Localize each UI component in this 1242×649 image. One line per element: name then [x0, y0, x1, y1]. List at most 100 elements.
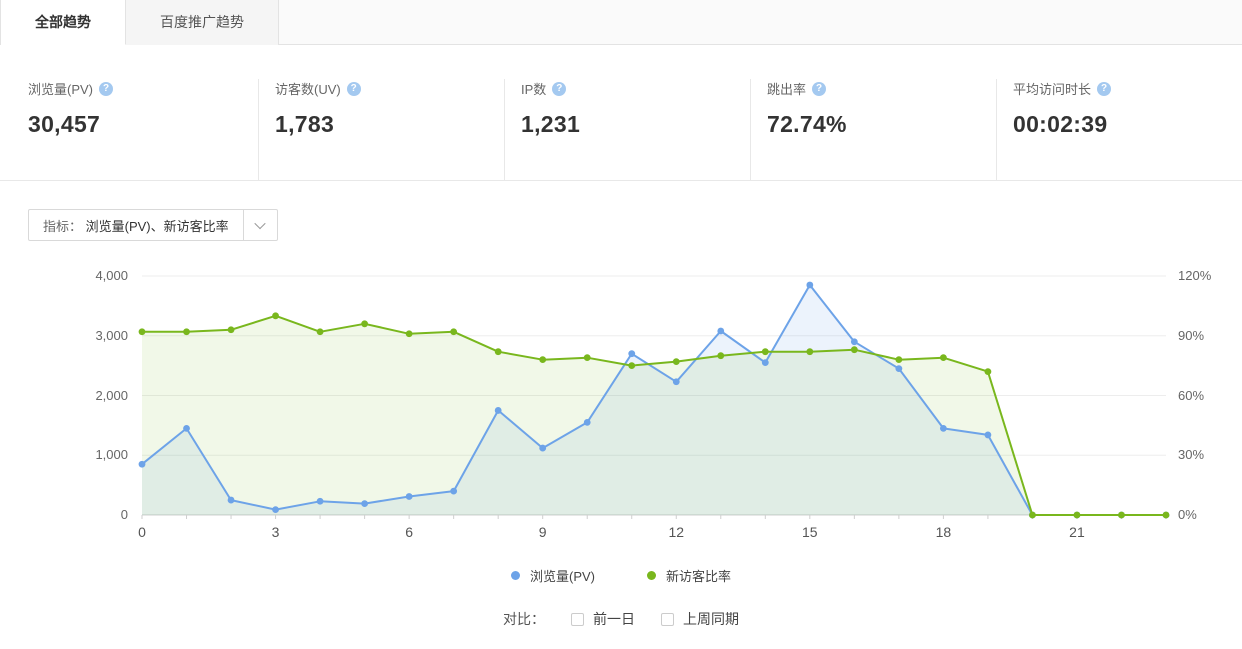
- legend-label: 新访客比率: [666, 568, 732, 584]
- pv-data-point: [138, 460, 146, 468]
- pv-data-point: [450, 487, 458, 495]
- stat-value: 72.74%: [766, 111, 847, 137]
- ratio-data-point: [316, 328, 324, 336]
- ratio-data-point: [539, 356, 547, 364]
- stat-card-bounce-rate: 跳出率? 72.74%: [749, 79, 996, 180]
- stat-label: IP数: [520, 82, 547, 97]
- compare-row: 对比： 前一日 上周同期: [0, 609, 1242, 629]
- metric-selector-value: 浏览量(PV)、新访客比率: [85, 218, 229, 234]
- ratio-data-point: [939, 354, 947, 362]
- pv-area-fill: [142, 285, 1166, 515]
- help-icon[interactable]: ?: [1097, 81, 1111, 96]
- ratio-data-point: [272, 312, 279, 320]
- help-icon[interactable]: ?: [552, 81, 567, 96]
- ratio-data-point: [183, 328, 190, 336]
- ratio-data-point: [761, 348, 769, 356]
- pv-data-point: [984, 431, 992, 439]
- trend-chart: 4,000 3,000 2,000 1,000 0 120% 90% 60% 30% 0% 0 3 6 9…: [0, 241, 1242, 551]
- pv-data-point: [672, 378, 680, 386]
- stat-value: 30,457: [28, 111, 101, 137]
- ratio-data-point: [1118, 511, 1125, 519]
- stat-value: 1,231: [520, 111, 581, 137]
- ratio-data-point: [405, 330, 413, 338]
- stat-card-uv: 访客数(UV)? 1,783: [257, 79, 504, 180]
- compare-option-previous-day[interactable]: 前一日: [571, 609, 635, 629]
- chevron-down-icon: [254, 217, 266, 230]
- compare-label: 对比：: [503, 611, 545, 627]
- ratio-data-point: [672, 358, 680, 366]
- stat-value: 1,783: [274, 111, 335, 137]
- pv-data-point: [316, 497, 324, 505]
- x-axis-tick-label: 18: [935, 524, 952, 540]
- left-axis-tick-label: 4,000: [95, 268, 128, 283]
- pv-data-point: [583, 418, 591, 426]
- right-axis-tick-label: 0%: [1178, 507, 1197, 522]
- metric-selector-dropdown[interactable]: 指标： 浏览量(PV)、新访客比率: [28, 209, 278, 241]
- left-axis-tick-label: 0: [120, 507, 128, 522]
- left-axis-tick-label: 3,000: [95, 327, 128, 343]
- pv-data-point: [405, 493, 413, 500]
- help-icon[interactable]: ?: [812, 81, 826, 96]
- tab-baidu-promotion-trends[interactable]: 百度推广趋势: [126, 0, 279, 45]
- pv-data-point: [939, 424, 947, 432]
- pv-line: [141, 284, 1166, 516]
- right-axis-tick-label: 60%: [1178, 387, 1205, 403]
- pv-data-point: [628, 350, 636, 358]
- checkbox[interactable]: [661, 612, 674, 626]
- section-divider: [0, 180, 1242, 181]
- right-axis-tick-label: 90%: [1178, 327, 1205, 343]
- pv-data-point: [183, 424, 190, 432]
- compare-option-same-period-last-week[interactable]: 上周同期: [661, 609, 739, 629]
- stat-card-pv: 浏览量(PV)? 30,457: [12, 79, 258, 180]
- x-axis-tick-label: 12: [668, 524, 685, 540]
- pv-data-point: [494, 407, 502, 414]
- pv-data-point: [761, 359, 769, 367]
- pv-data-point: [272, 506, 279, 514]
- pv-data-point: [806, 281, 814, 289]
- ratio-data-point: [583, 354, 591, 362]
- stats-row: 浏览量(PV)? 30,457 访客数(UV)? 1,783 IP数? 1,231 跳出率?…: [0, 45, 1242, 180]
- legend-item-new-visitor-ratio[interactable]: 新访客比率: [647, 566, 731, 585]
- pv-data-point: [539, 444, 547, 452]
- dropdown-caret-button[interactable]: [242, 209, 277, 241]
- stat-label: 跳出率: [766, 82, 806, 97]
- legend-label: 浏览量(PV): [529, 568, 595, 584]
- right-axis-tick-label: 120%: [1178, 268, 1212, 283]
- ratio-data-point: [138, 328, 146, 336]
- stat-label: 浏览量(PV): [28, 82, 94, 97]
- checkbox[interactable]: [571, 612, 584, 626]
- stat-card-ip: IP数? 1,231: [503, 79, 750, 180]
- pv-data-point: [895, 365, 903, 373]
- compare-option-label: 上周同期: [683, 611, 739, 627]
- x-axis-tick-label: 6: [405, 524, 414, 540]
- tab-bar: 全部趋势 百度推广趋势: [0, 0, 1242, 45]
- help-icon[interactable]: ?: [99, 81, 114, 96]
- ratio-data-point: [227, 326, 235, 334]
- legend-dot-icon: [647, 570, 656, 580]
- ratio-data-point: [806, 348, 814, 356]
- trend-chart-svg: [138, 275, 1170, 519]
- compare-option-label: 前一日: [593, 611, 635, 627]
- ratio-data-point: [717, 352, 725, 360]
- ratio-data-point: [361, 320, 369, 328]
- pv-data-point: [717, 327, 725, 335]
- x-axis-tick-label: 21: [1069, 524, 1085, 540]
- tab-all-trends[interactable]: 全部趋势: [1, 0, 126, 45]
- ratio-area-fill: [142, 315, 1166, 515]
- x-axis-tick-label: 3: [271, 524, 280, 540]
- pv-data-point: [227, 496, 235, 504]
- ratio-data-point: [1029, 511, 1036, 519]
- ratio-data-point: [1162, 511, 1170, 519]
- stat-value: 00:02:39: [1012, 111, 1108, 137]
- ratio-line: [142, 314, 1166, 516]
- stat-label: 访客数(UV): [274, 82, 341, 97]
- metric-selector-text: 指标： 浏览量(PV)、新访客比率: [29, 216, 243, 235]
- x-axis-tick-label: 15: [802, 524, 818, 540]
- help-icon[interactable]: ?: [346, 81, 361, 96]
- ratio-data-point: [494, 348, 502, 356]
- legend-item-pv[interactable]: 浏览量(PV): [510, 566, 595, 585]
- chart-legend: 浏览量(PV) 新访客比率: [0, 565, 1242, 585]
- left-axis-tick-label: 2,000: [95, 387, 128, 403]
- pv-data-point: [361, 500, 369, 508]
- x-axis-tick-label: 0: [138, 524, 146, 540]
